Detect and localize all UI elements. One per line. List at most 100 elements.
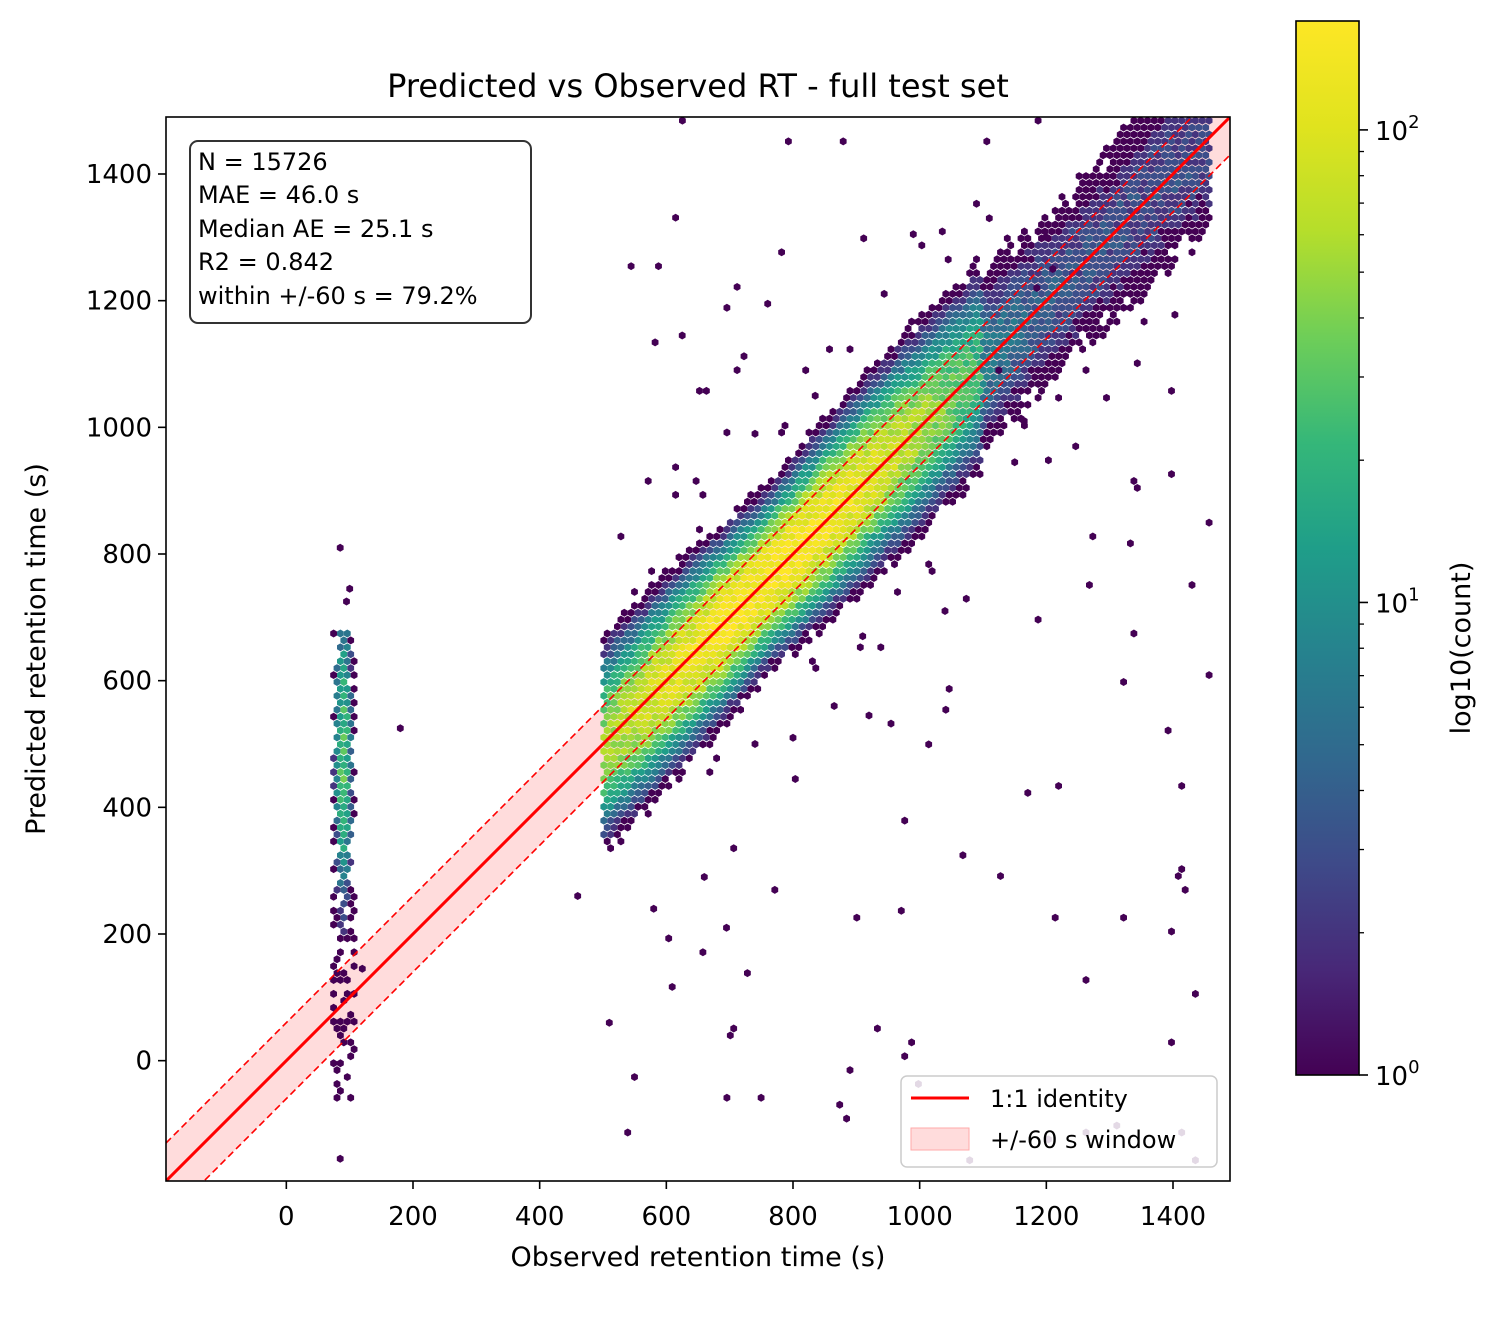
hexbin-cell bbox=[969, 386, 977, 395]
hexbin-cell bbox=[1164, 241, 1172, 250]
hexbin-cell bbox=[1195, 123, 1203, 132]
hexbin-cell bbox=[1188, 123, 1196, 132]
hexbin-cell bbox=[887, 359, 895, 368]
hexbin-cell bbox=[699, 698, 707, 707]
hexbin-cell bbox=[614, 775, 621, 783]
hexbin-cell bbox=[781, 532, 789, 541]
hexbin-cell bbox=[771, 622, 779, 631]
hexbin-cell bbox=[819, 497, 826, 506]
hexbin-cell bbox=[1099, 192, 1107, 201]
hexbin-cell bbox=[788, 532, 796, 541]
hexbin-cell bbox=[624, 768, 632, 777]
hexbin-cell bbox=[952, 283, 960, 291]
hexbin-cell bbox=[620, 733, 628, 742]
stats-line: MAE = 46.0 s bbox=[198, 181, 359, 209]
hexbin-cell bbox=[956, 470, 963, 479]
hexbin-cell bbox=[781, 629, 789, 638]
hexbin-cell bbox=[1096, 283, 1104, 291]
hexbin-cell bbox=[901, 359, 909, 368]
hexbin-cell bbox=[648, 719, 655, 728]
hexbin-cell bbox=[1075, 199, 1083, 208]
hexbin-cell bbox=[1079, 345, 1086, 354]
hexbin-cell bbox=[668, 733, 676, 742]
hexbin-cell bbox=[672, 684, 679, 693]
hexbin-cell bbox=[1127, 289, 1134, 298]
hexbin-cell bbox=[843, 435, 850, 444]
hexbin-cell bbox=[733, 283, 741, 291]
hexbin-cell bbox=[966, 269, 974, 278]
hexbin-cell bbox=[347, 830, 355, 839]
hexbin-cell bbox=[1168, 262, 1175, 271]
hexbin-cell bbox=[856, 643, 864, 652]
hexbin-cell bbox=[986, 296, 994, 305]
hexbin-cell bbox=[1192, 227, 1199, 236]
hexbin-cell bbox=[1072, 206, 1080, 215]
hexbin-cell bbox=[720, 712, 727, 721]
hexbin-cell bbox=[1031, 248, 1039, 257]
hexbin-cell bbox=[716, 567, 724, 576]
hexbin-cell bbox=[726, 684, 734, 693]
hexbin-cell bbox=[1027, 324, 1035, 333]
hexbin-cell bbox=[337, 657, 344, 666]
hexbin-cell bbox=[340, 858, 348, 867]
hexbin-cell bbox=[1164, 158, 1172, 167]
hexbin-cell bbox=[880, 539, 888, 548]
hexbin-cell bbox=[1082, 366, 1090, 375]
hexbin-cell bbox=[839, 414, 847, 423]
hexbin-cell bbox=[843, 1114, 850, 1123]
hexbin-cell bbox=[1014, 380, 1021, 388]
hexbin-cell bbox=[1089, 283, 1097, 291]
hexbin-cell bbox=[620, 622, 628, 631]
hexbin-cell bbox=[627, 262, 635, 271]
hexbin-cell bbox=[703, 650, 710, 659]
hexbin-cell bbox=[1157, 227, 1165, 236]
hexbin-cell bbox=[634, 775, 642, 783]
hexbin-cell bbox=[809, 518, 816, 527]
hexbin-cell bbox=[997, 331, 1004, 340]
hexbin-cell bbox=[781, 421, 789, 430]
hexbin-cell bbox=[1017, 373, 1025, 381]
hexbin-cell bbox=[607, 816, 614, 825]
hexbin-cell bbox=[983, 428, 991, 437]
hexbin-cell bbox=[778, 484, 785, 492]
hexbin-cell bbox=[1021, 283, 1028, 291]
hexbin-cell bbox=[1027, 338, 1035, 347]
hexbin-cell bbox=[805, 594, 813, 603]
hexbin-cell bbox=[839, 456, 847, 465]
hexbin-cell bbox=[976, 414, 984, 423]
hexbin-cell bbox=[723, 553, 731, 562]
hexbin-cell bbox=[1130, 296, 1138, 305]
hexbin-cell bbox=[634, 802, 642, 811]
hexbin-cell bbox=[726, 587, 734, 596]
hexbin-cell bbox=[1157, 130, 1165, 139]
hexbin-cell bbox=[993, 255, 1001, 264]
hexbin-cell bbox=[942, 331, 950, 340]
hexbin-cell bbox=[867, 373, 874, 381]
hexbin-cell bbox=[692, 698, 700, 707]
hexbin-cell bbox=[641, 802, 649, 811]
hexbin-cell bbox=[343, 698, 351, 707]
hexbin-cell bbox=[1079, 192, 1086, 201]
hexbin-cell bbox=[627, 705, 635, 714]
hexbin-cell bbox=[757, 511, 765, 520]
hexbin-cell bbox=[997, 359, 1004, 368]
hexbin-cell bbox=[1140, 151, 1148, 160]
hexbin-cell bbox=[716, 608, 724, 617]
hexbin-cell bbox=[347, 788, 355, 797]
hexbin-cell bbox=[846, 511, 854, 520]
hexbin-cell bbox=[675, 705, 683, 714]
hexbin-cell bbox=[617, 615, 625, 624]
hexbin-cell bbox=[1072, 331, 1080, 340]
hexbin-cell bbox=[778, 428, 785, 437]
hexbin-cell bbox=[740, 504, 748, 513]
hexbin-cell bbox=[333, 788, 341, 797]
hexbin-cell bbox=[815, 532, 823, 541]
hexbin-cell bbox=[880, 359, 888, 368]
hexbin-cell bbox=[1144, 213, 1151, 222]
hexbin-cell bbox=[791, 594, 799, 603]
hexbin-cell bbox=[767, 504, 775, 513]
hexbin-cell bbox=[867, 567, 874, 576]
hexbin-cell bbox=[696, 386, 703, 395]
hexbin-cell bbox=[679, 587, 686, 596]
hexbin-cell bbox=[904, 366, 912, 375]
